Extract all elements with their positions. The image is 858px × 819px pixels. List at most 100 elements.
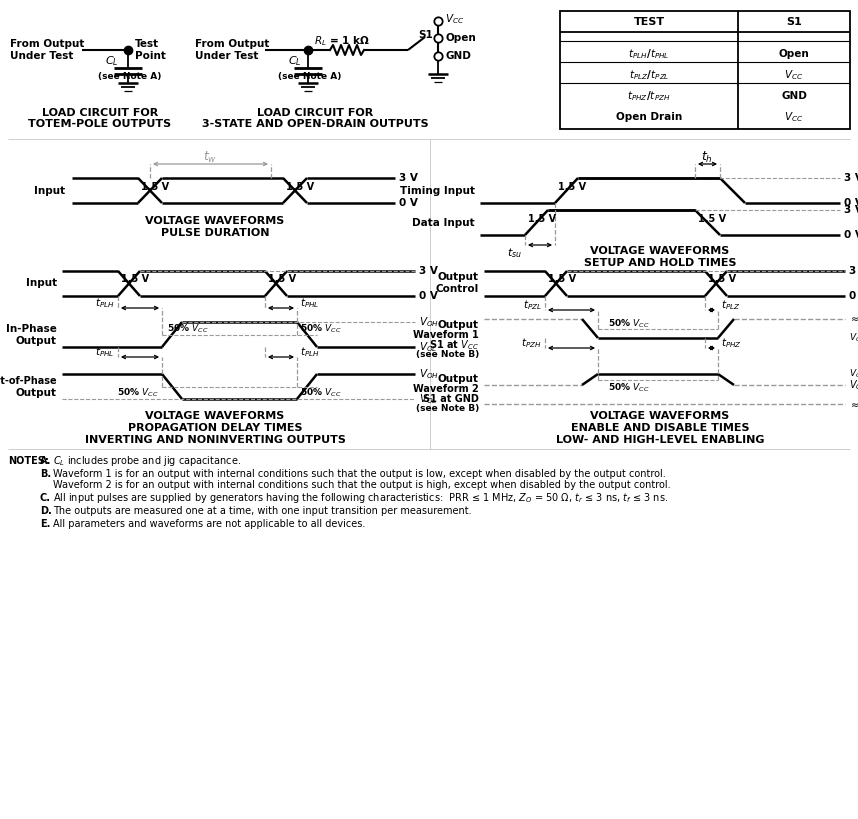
Text: Input: Input xyxy=(33,185,65,196)
Text: All input pulses are supplied by generators having the following characteristics: All input pulses are supplied by generat… xyxy=(53,491,668,505)
Text: Output: Output xyxy=(16,387,57,397)
Text: $t_{PLH}$: $t_{PLH}$ xyxy=(300,345,320,359)
Text: (see Note A): (see Note A) xyxy=(98,73,161,82)
Bar xyxy=(560,11,850,129)
Text: 1.5 V: 1.5 V xyxy=(698,214,726,224)
Text: 50% $V_{CC}$: 50% $V_{CC}$ xyxy=(608,382,650,394)
Text: NOTES:: NOTES: xyxy=(8,456,49,466)
Text: 0 V: 0 V xyxy=(419,291,438,301)
Text: $V_{CC}$: $V_{CC}$ xyxy=(784,110,804,124)
Text: $C_L$ includes probe and jig capacitance.: $C_L$ includes probe and jig capacitance… xyxy=(53,454,241,468)
Text: 3 V: 3 V xyxy=(849,266,858,276)
Text: Data Input: Data Input xyxy=(413,218,475,228)
Text: 1.5 V: 1.5 V xyxy=(268,274,296,284)
Text: VOLTAGE WAVEFORMS: VOLTAGE WAVEFORMS xyxy=(145,216,285,226)
Text: Point: Point xyxy=(135,51,166,61)
Text: Waveform 2 is for an output with internal conditions such that the output is hig: Waveform 2 is for an output with interna… xyxy=(53,480,671,490)
Text: VOLTAGE WAVEFORMS: VOLTAGE WAVEFORMS xyxy=(590,246,729,256)
Text: $t_{su}$: $t_{su}$ xyxy=(507,246,522,260)
Text: (see Note B): (see Note B) xyxy=(416,351,479,360)
Text: 1.5 V: 1.5 V xyxy=(121,274,149,284)
Text: 3 V: 3 V xyxy=(419,266,438,276)
Text: INVERTING AND NONINVERTING OUTPUTS: INVERTING AND NONINVERTING OUTPUTS xyxy=(85,435,346,445)
Text: Open: Open xyxy=(778,49,809,59)
Text: SETUP AND HOLD TIMES: SETUP AND HOLD TIMES xyxy=(583,258,736,268)
Text: Under Test: Under Test xyxy=(195,51,258,61)
Text: $V_{CC}$: $V_{CC}$ xyxy=(445,12,464,26)
Text: 3-STATE AND OPEN-DRAIN OUTPUTS: 3-STATE AND OPEN-DRAIN OUTPUTS xyxy=(202,119,428,129)
Text: 1.5 V: 1.5 V xyxy=(548,274,576,284)
Text: $t_{PZL}$: $t_{PZL}$ xyxy=(523,298,542,312)
Text: B.: B. xyxy=(40,469,51,479)
Text: Out-of-Phase: Out-of-Phase xyxy=(0,375,57,386)
Text: 3 V: 3 V xyxy=(844,205,858,215)
Text: Test: Test xyxy=(135,39,159,49)
Text: $t_{PLZ}$: $t_{PLZ}$ xyxy=(721,298,740,312)
Text: $\approx$$V_{CC}$: $\approx$$V_{CC}$ xyxy=(849,312,858,326)
Text: 1.5 V: 1.5 V xyxy=(286,182,314,192)
Text: $t_{PHL}$: $t_{PHL}$ xyxy=(95,345,115,359)
Text: $V_{OL}$: $V_{OL}$ xyxy=(419,340,438,354)
Text: $C_L$: $C_L$ xyxy=(105,54,118,68)
Text: $t_{PZH}$: $t_{PZH}$ xyxy=(522,336,542,350)
Text: $V_{OH}$: $V_{OH}$ xyxy=(419,367,439,381)
Text: Output: Output xyxy=(438,320,479,330)
Text: TEST: TEST xyxy=(633,17,665,27)
Text: 1.5 V: 1.5 V xyxy=(141,182,169,192)
Text: A.: A. xyxy=(40,456,51,466)
Text: $t_{PLH}$/$t_{PHL}$: $t_{PLH}$/$t_{PHL}$ xyxy=(628,48,670,61)
Text: The outputs are measured one at a time, with one input transition per measuremen: The outputs are measured one at a time, … xyxy=(53,506,472,516)
Text: $t_w$: $t_w$ xyxy=(203,149,217,165)
Text: 1.5 V: 1.5 V xyxy=(558,182,586,192)
Text: 3 V: 3 V xyxy=(844,173,858,183)
Text: S1: S1 xyxy=(418,30,432,40)
Text: 50% $V_{CC}$: 50% $V_{CC}$ xyxy=(608,317,650,330)
Text: $V_{OH}$: $V_{OH}$ xyxy=(419,315,439,329)
Text: TOTEM-POLE OUTPUTS: TOTEM-POLE OUTPUTS xyxy=(28,119,172,129)
Text: $V_{OH}$: $V_{OH}$ xyxy=(849,378,858,392)
Text: GND: GND xyxy=(781,91,807,101)
Text: LOAD CIRCUIT FOR: LOAD CIRCUIT FOR xyxy=(257,108,373,118)
Text: $V_{CC}$: $V_{CC}$ xyxy=(784,68,804,82)
Text: Waveform 2: Waveform 2 xyxy=(414,384,479,394)
Text: Control: Control xyxy=(436,284,479,295)
Text: (see Note B): (see Note B) xyxy=(416,405,479,414)
Text: LOAD CIRCUIT FOR: LOAD CIRCUIT FOR xyxy=(42,108,158,118)
Text: PULSE DURATION: PULSE DURATION xyxy=(160,228,269,238)
Text: VOLTAGE WAVEFORMS: VOLTAGE WAVEFORMS xyxy=(145,411,285,421)
Text: $t_{PLH}$: $t_{PLH}$ xyxy=(95,296,115,310)
Text: Input: Input xyxy=(26,278,57,288)
Text: 0 V: 0 V xyxy=(844,230,858,240)
Text: $C_L$: $C_L$ xyxy=(288,54,302,68)
Text: C.: C. xyxy=(40,493,51,503)
Text: S1 at $V_{CC}$: S1 at $V_{CC}$ xyxy=(429,338,479,352)
Text: 50% $V_{CC}$: 50% $V_{CC}$ xyxy=(167,322,208,335)
Text: $t_{PHZ}$: $t_{PHZ}$ xyxy=(721,336,742,350)
Text: From Output: From Output xyxy=(10,39,84,49)
Text: $\approx$0 V: $\approx$0 V xyxy=(849,398,858,410)
Text: (see Note A): (see Note A) xyxy=(278,73,341,82)
Text: $t_{PHL}$: $t_{PHL}$ xyxy=(300,296,319,310)
Text: $t_{PHZ}$/$t_{PZH}$: $t_{PHZ}$/$t_{PZH}$ xyxy=(627,89,671,103)
Text: Under Test: Under Test xyxy=(10,51,74,61)
Text: 0 V: 0 V xyxy=(849,291,858,301)
Text: $t_{PLZ}$/$t_{PZL}$: $t_{PLZ}$/$t_{PZL}$ xyxy=(629,68,669,82)
Text: D.: D. xyxy=(40,506,51,516)
Text: $R_L$ = 1 kΩ: $R_L$ = 1 kΩ xyxy=(314,34,370,48)
Text: 50% $V_{CC}$: 50% $V_{CC}$ xyxy=(118,387,159,399)
Text: GND: GND xyxy=(445,51,471,61)
Text: S1 at GND: S1 at GND xyxy=(423,394,479,404)
Text: Open: Open xyxy=(445,33,475,43)
Text: Waveform 1: Waveform 1 xyxy=(414,330,479,340)
Text: Open Drain: Open Drain xyxy=(616,112,682,122)
Text: 1.5 V: 1.5 V xyxy=(528,214,556,224)
Text: VOLTAGE WAVEFORMS: VOLTAGE WAVEFORMS xyxy=(590,411,729,421)
Text: 3 V: 3 V xyxy=(399,173,418,183)
Text: $V_{OL}$+0.3 V: $V_{OL}$+0.3 V xyxy=(849,332,858,344)
Text: E.: E. xyxy=(40,519,51,529)
Text: 50% $V_{CC}$: 50% $V_{CC}$ xyxy=(300,322,341,335)
Text: $V_{OL}$: $V_{OL}$ xyxy=(419,392,438,406)
Text: Timing Input: Timing Input xyxy=(400,185,475,196)
Text: 0 V: 0 V xyxy=(399,198,418,208)
Text: LOW- AND HIGH-LEVEL ENABLING: LOW- AND HIGH-LEVEL ENABLING xyxy=(556,435,764,445)
